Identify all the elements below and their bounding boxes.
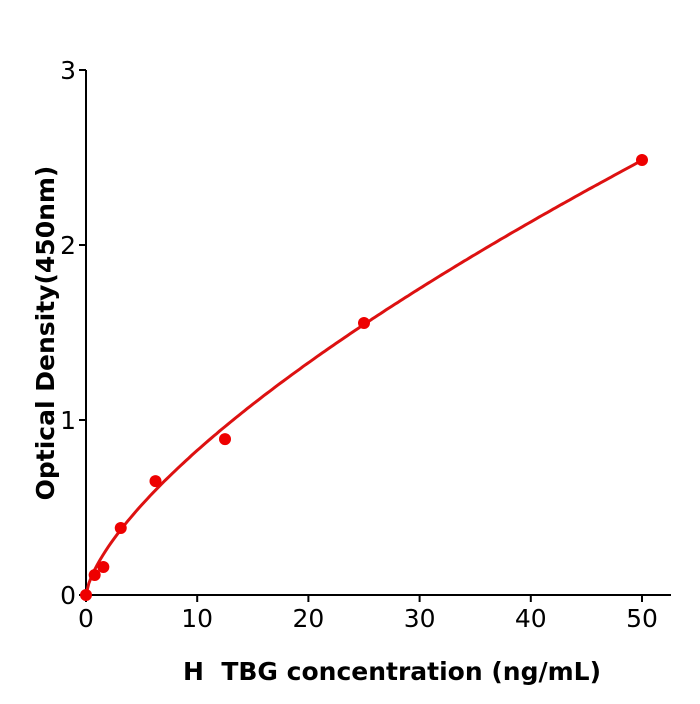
y-tick-label: 0 <box>60 581 76 610</box>
data-point <box>97 561 110 573</box>
data-point <box>88 569 101 582</box>
x-tick-label: 40 <box>515 604 547 633</box>
x-tick-label: 50 <box>626 604 658 633</box>
fit-curve <box>84 159 643 596</box>
data-point <box>358 317 370 330</box>
data-point <box>149 475 162 488</box>
data-points <box>80 153 648 601</box>
y-tick-label: 3 <box>60 56 76 85</box>
y-tick-label: 2 <box>60 231 76 260</box>
y-axis-label: Optical Density(450nm) <box>31 166 60 501</box>
y-tick-label: 1 <box>60 406 76 435</box>
x-tick-label: 10 <box>181 604 213 633</box>
x-tick-label: 30 <box>404 604 436 633</box>
x-tick-label: 20 <box>292 604 324 633</box>
data-point <box>80 589 92 601</box>
data-point <box>219 433 231 446</box>
axes: 0 10 20 30 40 50 0 1 2 3 <box>60 56 671 633</box>
data-point <box>636 153 648 166</box>
x-tick-label: 0 <box>78 604 94 633</box>
x-axis-label: H TBG concentration (ng/mL) <box>183 657 601 686</box>
data-point <box>114 521 127 534</box>
